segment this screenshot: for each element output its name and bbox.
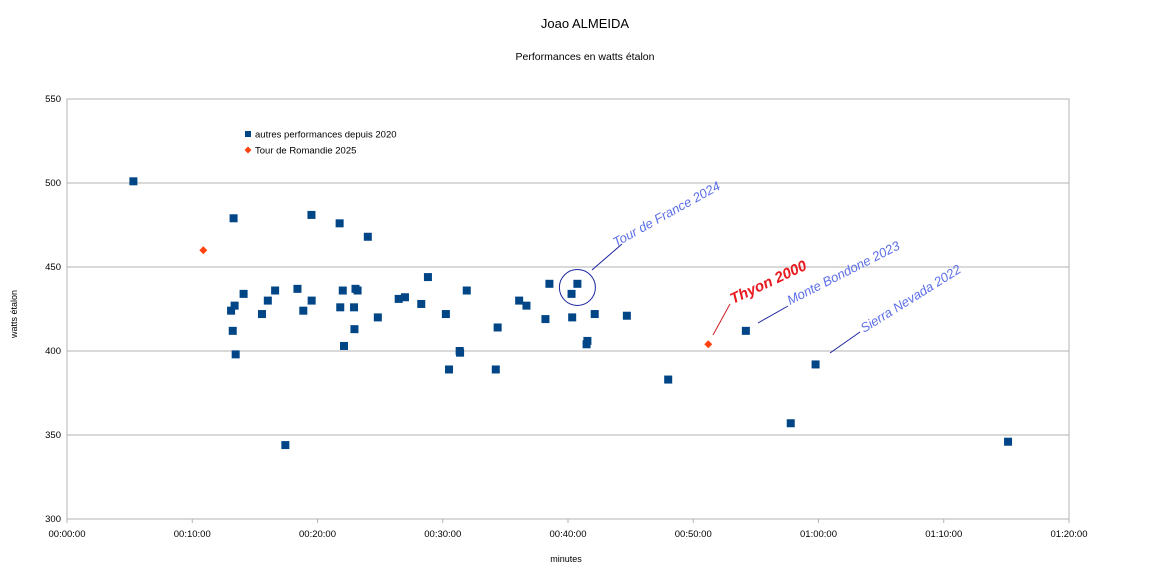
- annotation-label: Tour de France 2024: [610, 178, 722, 249]
- chart-title: Joao ALMEIDA: [540, 16, 630, 31]
- x-tick-label: 00:50:00: [675, 529, 712, 540]
- data-point-square: [568, 313, 577, 322]
- data-point-square: [373, 313, 382, 322]
- y-tick-label: 400: [45, 346, 61, 357]
- data-point-square: [228, 326, 237, 335]
- y-tick-label: 550: [45, 94, 61, 105]
- y-axis-label: watts étalon: [9, 290, 19, 339]
- data-point-square: [583, 336, 592, 345]
- y-axis-ticks: 300 350 400 450 500 550: [45, 94, 61, 525]
- data-point-diamond: [704, 340, 713, 349]
- data-point-square: [541, 315, 550, 324]
- x-tick-label: 01:10:00: [925, 529, 962, 540]
- x-axis-ticks: 00:00:00 00:10:00 00:20:00 00:30:00 00:40:00…: [49, 519, 1088, 540]
- y-tick-label: 500: [45, 178, 61, 189]
- legend-label: Tour de Romandie 2025: [255, 146, 356, 157]
- legend-marker-diamond: [244, 146, 252, 154]
- data-point-square: [1004, 437, 1013, 446]
- data-point-square: [281, 441, 290, 450]
- x-tick-label: 00:00:00: [49, 529, 86, 540]
- data-point-square: [239, 289, 248, 298]
- data-point-square: [129, 177, 138, 186]
- data-point-square: [227, 306, 236, 315]
- x-axis-label: minutes: [550, 554, 582, 564]
- chart-subtitle: Performances en watts étalon: [515, 51, 655, 63]
- data-point-square: [515, 296, 524, 305]
- data-point-square: [417, 299, 426, 308]
- data-point-square: [350, 303, 359, 312]
- data-point-square: [271, 286, 280, 295]
- data-point-square: [567, 289, 576, 298]
- legend-marker-square: [245, 131, 251, 137]
- data-point-square: [307, 210, 316, 219]
- data-point-square: [299, 306, 308, 315]
- data-point-square: [257, 310, 266, 319]
- x-tick-label: 01:00:00: [800, 529, 837, 540]
- x-tick-label: 00:10:00: [174, 529, 211, 540]
- data-point-square: [335, 219, 344, 228]
- data-point-square: [445, 365, 454, 374]
- data-points: [129, 177, 1013, 450]
- data-point-square: [811, 360, 820, 369]
- x-tick-label: 00:30:00: [424, 529, 461, 540]
- data-point-square: [231, 350, 240, 359]
- data-point-square: [493, 323, 502, 332]
- y-tick-label: 450: [45, 262, 61, 273]
- data-point-square: [590, 310, 599, 319]
- x-tick-label: 00:40:00: [550, 529, 587, 540]
- data-point-square: [522, 301, 531, 310]
- gridlines: [67, 98, 1069, 520]
- plot-frame: [66, 98, 1070, 520]
- annotation-leader-line: [712, 303, 731, 336]
- data-point-square: [307, 296, 316, 305]
- data-point-square: [786, 419, 795, 428]
- annotation-label: Sierra Nevada 2022: [858, 261, 965, 335]
- legend-label: autres performances depuis 2020: [255, 130, 397, 141]
- annotation-leader-line: [829, 331, 861, 354]
- data-point-square: [336, 303, 345, 312]
- legend: autres performances depuis 2020 Tour de R…: [244, 130, 397, 157]
- data-point-square: [229, 214, 238, 223]
- data-point-diamond: [199, 246, 208, 255]
- data-point-square: [353, 286, 362, 295]
- data-point-square: [491, 365, 500, 374]
- data-point-square: [622, 311, 631, 320]
- annotation-leader-line: [757, 305, 789, 324]
- data-point-square: [423, 273, 432, 282]
- data-point-square: [573, 279, 582, 288]
- y-tick-label: 300: [45, 514, 61, 525]
- data-point-square: [230, 301, 239, 310]
- data-point-square: [363, 232, 372, 241]
- data-point-square: [462, 286, 471, 295]
- data-point-square: [394, 294, 403, 303]
- data-point-square: [741, 326, 750, 335]
- data-point-square: [338, 286, 347, 295]
- x-tick-label: 00:20:00: [299, 529, 336, 540]
- highlight-circle: [558, 268, 596, 306]
- data-point-square: [456, 348, 465, 357]
- data-point-square: [350, 325, 359, 334]
- data-point-square: [400, 293, 409, 302]
- data-point-square: [263, 296, 272, 305]
- y-tick-label: 350: [45, 430, 61, 441]
- data-point-square: [340, 341, 349, 350]
- data-point-square: [664, 375, 673, 384]
- x-tick-label: 01:20:00: [1051, 529, 1088, 540]
- data-point-square: [293, 284, 302, 293]
- data-point-square: [441, 310, 450, 319]
- annotation-leader-line: [591, 243, 623, 271]
- data-point-square: [545, 279, 554, 288]
